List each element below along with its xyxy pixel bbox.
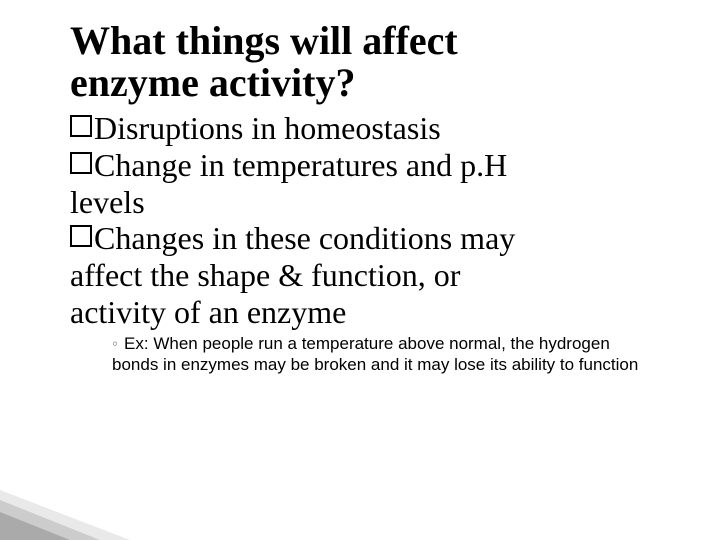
corner-decoration-icon	[0, 470, 130, 540]
bullet-1-text: Disruptions in homeostasis	[94, 110, 441, 146]
corner-tri-2	[0, 500, 100, 540]
corner-tri-1	[0, 490, 130, 540]
bullet-3: Changes in these conditions may affect t…	[70, 220, 660, 330]
square-bullet-icon	[70, 115, 92, 137]
bullet-2: Change in temperatures and p.H levels	[70, 147, 660, 221]
slide-title: What things will affect enzyme activity?	[60, 20, 660, 104]
bullet-1: Disruptions in homeostasis	[70, 110, 660, 147]
bullet-3-text-b: affect the shape & function, or	[70, 257, 460, 293]
sub-bullet-marker-icon: ◦	[112, 334, 118, 353]
corner-tri-3	[0, 512, 70, 540]
bullet-list: Disruptions in homeostasis Change in tem…	[60, 110, 660, 375]
sub-bullet: ◦ Ex: When people run a temperature above…	[70, 333, 660, 376]
bullet-2-text-a: Change in temperatures and p.H	[94, 147, 507, 183]
title-line-1: What things will affect	[70, 18, 458, 63]
square-bullet-icon	[70, 152, 92, 174]
title-line-2: enzyme activity?	[70, 60, 355, 105]
bullet-3-text-a: Changes in these conditions may	[94, 220, 515, 256]
sub-bullet-label: Ex:	[124, 334, 149, 353]
bullet-2-text-b: levels	[70, 184, 145, 220]
slide: What things will affect enzyme activity?…	[0, 0, 720, 540]
sub-bullet-text: When people run a temperature above norm…	[112, 334, 638, 374]
bullet-3-text-c: activity of an enzyme	[70, 294, 346, 330]
square-bullet-icon	[70, 225, 92, 247]
